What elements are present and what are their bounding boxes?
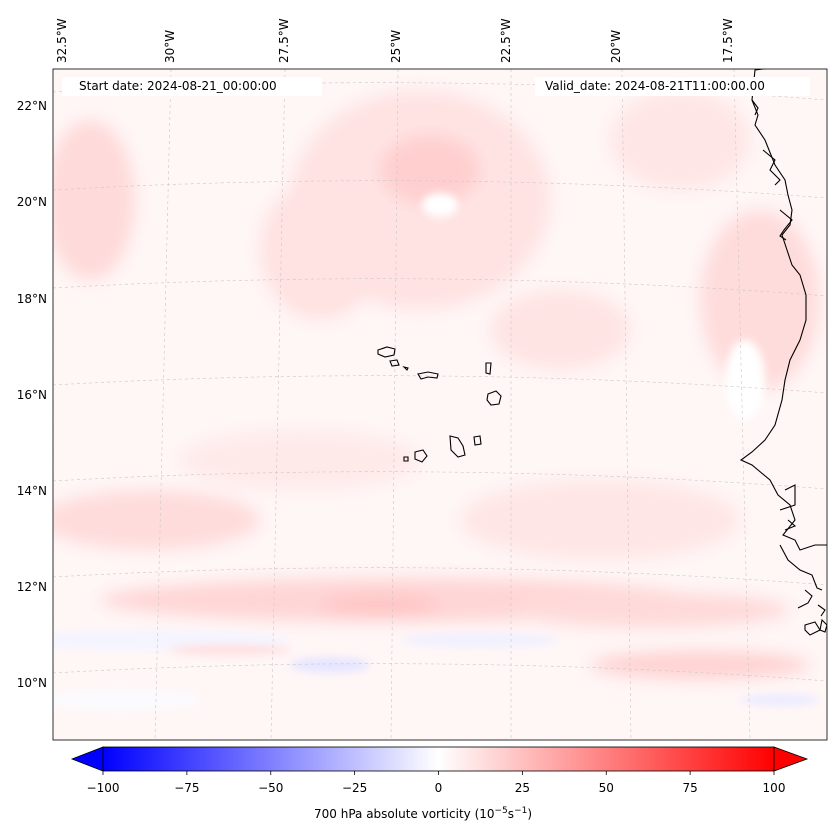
meridian-line bbox=[154, 69, 172, 740]
start-date-text: Start date: 2024-08-21_00:00:00 bbox=[79, 79, 277, 93]
valid-date-text: Valid_date: 2024-08-21T11:00:00.00 bbox=[545, 79, 765, 93]
lon-label-22.5w: 22.5°W bbox=[499, 18, 513, 63]
meridian-line bbox=[733, 69, 751, 740]
lat-label-16n: 16°N bbox=[16, 388, 47, 402]
meridian-line bbox=[621, 69, 632, 740]
colorbar-tick-label: −50 bbox=[258, 781, 284, 795]
lon-label-30w: 30°W bbox=[163, 29, 177, 63]
valid-date-box bbox=[535, 77, 810, 96]
colorbar-tick-label: −25 bbox=[341, 781, 368, 795]
colorbar-title-exp2: −1 bbox=[514, 806, 528, 816]
lat-label-12n: 12°N bbox=[16, 580, 47, 594]
colorbar-title-close: ) bbox=[527, 807, 533, 821]
lat-label-20n: 20°N bbox=[16, 195, 47, 209]
map-frame bbox=[52, 68, 828, 741]
lat-label-18n: 18°N bbox=[16, 292, 47, 306]
parallel-line bbox=[53, 663, 827, 682]
vorticity-shading bbox=[53, 90, 820, 710]
parallel-line bbox=[53, 375, 827, 394]
lon-label-32.5w: 32.5°W bbox=[55, 18, 69, 63]
lon-label-20w: 20°W bbox=[609, 29, 623, 63]
colorbar-min-extend bbox=[70, 746, 104, 772]
colorbar-tick-label: 100 bbox=[762, 781, 786, 795]
island-brava bbox=[403, 456, 409, 462]
island-sao-vicente bbox=[389, 359, 400, 367]
island-santiago bbox=[449, 435, 466, 458]
island-santa-luzia bbox=[402, 365, 409, 371]
colorbar-bar bbox=[102, 746, 775, 772]
colorbar-title-exp1: −5 bbox=[494, 806, 508, 816]
start-date-box bbox=[62, 77, 322, 96]
map-panel bbox=[53, 69, 827, 740]
lat-label-14n: 14°N bbox=[16, 484, 47, 498]
lon-label-25w: 25°W bbox=[389, 29, 403, 63]
colorbar-title-main: 700 hPa absolute vorticity (10 bbox=[314, 807, 495, 821]
island-sal bbox=[485, 362, 492, 375]
parallel-line bbox=[53, 180, 827, 199]
lon-label-17.5w: 17.5°W bbox=[721, 18, 735, 63]
colorbar bbox=[70, 746, 809, 775]
africa-coastline bbox=[739, 69, 827, 636]
colorbar-tick-label: 0 bbox=[434, 781, 443, 795]
colorbar-max-extend bbox=[773, 746, 809, 772]
island-santo-antao bbox=[377, 346, 396, 358]
island-boa-vista bbox=[486, 390, 502, 406]
colorbar-tick-label: 25 bbox=[514, 781, 531, 795]
colorbar-title: 700 hPa absolute vorticity (10−5s−1) bbox=[314, 806, 532, 821]
colorbar-ticks bbox=[102, 771, 775, 775]
meridian-line bbox=[390, 69, 399, 740]
colorbar-tick-label: −75 bbox=[174, 781, 200, 795]
island-sao-nicolau bbox=[417, 371, 439, 380]
meridian-line bbox=[270, 69, 286, 740]
lat-label-22n: 22°N bbox=[16, 99, 47, 113]
lon-label-27.5w: 27.5°W bbox=[277, 18, 291, 63]
island-maio bbox=[473, 435, 482, 446]
cape-verde-islands bbox=[377, 346, 502, 463]
island-fogo bbox=[414, 449, 428, 463]
graticule bbox=[53, 69, 827, 740]
parallel-line bbox=[53, 278, 827, 297]
colorbar-title-unit: s bbox=[507, 807, 515, 821]
colorbar-tick-label: 50 bbox=[598, 781, 614, 795]
colorbar-tick-label: −100 bbox=[86, 781, 120, 795]
colorbar-tick-label: 75 bbox=[682, 781, 698, 795]
parallel-line bbox=[53, 471, 827, 490]
lat-label-10n: 10°N bbox=[16, 676, 47, 690]
parallel-line bbox=[53, 567, 827, 586]
